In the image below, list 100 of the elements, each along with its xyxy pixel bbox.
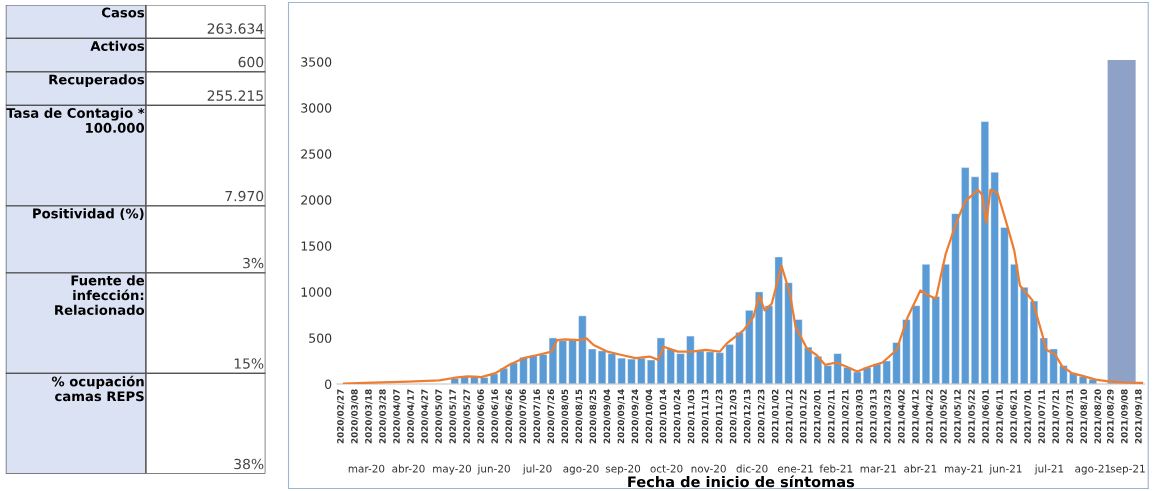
x-tick-label: 2021/07/11 (1038, 389, 1046, 444)
x2-tick-label: jun-21 (989, 464, 1022, 475)
x-tick-label: 2020/09/14 (617, 389, 625, 444)
text: 600 (238, 56, 264, 68)
x2-tick-label: sep-20 (605, 464, 641, 475)
text: 255.215 (207, 90, 263, 101)
category-label: Activos (90, 40, 145, 51)
y-tick-label: 0 (324, 379, 332, 389)
x-tick-label: 2021/03/03 (855, 389, 864, 444)
x2-tick-label: ene-21 (777, 464, 813, 473)
x2-tick-label: feb-21 (819, 464, 853, 473)
x2-tick-label: ago-20 (563, 464, 599, 475)
text: 38% (234, 458, 264, 470)
x-tick-label: 2021/07/21 (1052, 389, 1060, 444)
x-tick-label: 2020/10/24 (673, 389, 681, 444)
x-tick-label: 2021/09/08 (1121, 389, 1129, 444)
x2-tick-label: mar-21 (860, 464, 896, 473)
x-tick-label: 2020/08/25 (589, 389, 597, 444)
x-tick-label: 2021/01/12 (785, 389, 794, 444)
x-tick-label: 2020/06/16 (491, 389, 499, 444)
x-tick-label: 2020/12/13 (743, 389, 752, 444)
x-tick-label: 2020/11/23 (715, 389, 724, 444)
x-tick-label: 2021/06/11 (996, 389, 1004, 444)
x-tick-label: 2021/05/22 (968, 389, 976, 444)
x-tick-label: 2021/07/01 (1024, 389, 1032, 444)
x-tick-label: 2020/03/08 (351, 389, 359, 444)
x-tick-label: 2020/03/18 (365, 389, 373, 444)
x-tick-label: 2020/10/04 (645, 389, 653, 444)
text: 3% (243, 257, 264, 269)
x-tick-label: 2020/02/27 (337, 389, 345, 444)
x-tick-label: 2020/05/27 (463, 389, 471, 444)
x-tick-label: 2020/09/04 (603, 389, 611, 444)
x-tick-label: 2021/03/23 (884, 389, 892, 444)
x-tick-label: 2021/04/22 (926, 389, 934, 444)
x-tick-label: 2021/05/12 (954, 389, 962, 444)
x-tick-label: 2020/06/26 (505, 389, 513, 444)
x2-tick-label: dic-20 (736, 464, 768, 473)
y-tick-label: 3500 (301, 57, 332, 67)
x-tick-label: 2020/07/16 (533, 389, 541, 444)
x-tick-label: 2021/02/01 (813, 389, 822, 444)
x2-tick-label: nov-20 (691, 464, 726, 473)
x-tick-label: 2020/11/03 (687, 389, 696, 444)
x-tick-label: 2020/05/07 (435, 389, 443, 444)
x-tick-label: 2021/08/20 (1094, 389, 1102, 444)
y-tick-label: 2500 (301, 149, 332, 159)
x-axis-title: Fecha de inicio de síntomas (628, 475, 855, 488)
x2-tick-label: jun-20 (477, 464, 510, 475)
x2-tick-label: ago-21 (1075, 464, 1111, 475)
x2-tick-label: sep-21 (1110, 464, 1145, 475)
category-label: Recuperados (49, 74, 145, 88)
x-tick-label: 2020/05/17 (449, 389, 457, 444)
category-label: % ocupación camas REPS (51, 375, 144, 402)
x-tick-label: 2020/06/06 (477, 389, 485, 444)
x-tick-label: 2020/09/24 (631, 389, 639, 444)
x-tick-label: 2021/05/02 (940, 389, 948, 444)
x2-tick-label: mar-20 (348, 464, 385, 473)
x-tick-label: 2021/06/01 (982, 389, 990, 444)
x-tick-label: 2021/08/29 (1107, 389, 1115, 444)
x-tick-label: 2020/12/23 (757, 389, 766, 444)
x2-tick-label: oct-20 (650, 464, 683, 473)
x-tick-label: 2020/10/14 (659, 389, 667, 444)
y-tick-label: 500 (309, 333, 332, 343)
x-tick-label: 2021/06/21 (1010, 389, 1018, 444)
x-tick-label: 2021/03/13 (870, 389, 878, 444)
category-label: Fuente de infección: Relacionado (55, 275, 145, 315)
x-tick-label: 2020/04/17 (407, 389, 415, 444)
x-tick-label: 2020/12/03 (729, 389, 738, 444)
y-tick-label: 1500 (301, 241, 332, 251)
y-tick-label: 2000 (301, 195, 332, 205)
x2-tick-label: jul-20 (522, 464, 552, 475)
x-tick-label: 2021/02/11 (827, 389, 836, 444)
y-tick-label: 1000 (301, 287, 332, 297)
category-label: Casos (101, 7, 145, 18)
x-tick-label: 2020/08/05 (561, 389, 569, 444)
x2-tick-label: abr-20 (392, 464, 425, 473)
x-tick-label: 2021/01/02 (771, 389, 780, 444)
y-tick-label: 3000 (301, 103, 332, 113)
x-tick-label: 2020/07/26 (547, 389, 555, 444)
category-label: Tasa de Contagio * 100.000 (6, 107, 145, 133)
x2-tick-label: may-21 (945, 464, 983, 475)
category-label: Positividad (%) (33, 208, 144, 220)
x-tick-label: 2021/01/22 (799, 389, 808, 444)
x-tick-label: 2021/09/18 (1135, 389, 1143, 444)
x-tick-label: 2021/08/10 (1080, 389, 1088, 444)
x-tick-label: 2020/04/27 (421, 389, 429, 444)
x-tick-label: 2020/07/06 (519, 389, 527, 444)
x-tick-label: 2020/08/15 (575, 389, 583, 444)
x-tick-label: 2021/04/02 (898, 389, 906, 444)
text: 15% (234, 358, 264, 369)
x-tick-label: 2020/11/13 (701, 389, 710, 444)
x-tick-label: 2020/03/28 (379, 389, 387, 444)
x-tick-label: 2020/04/07 (393, 389, 401, 444)
x2-tick-label: abr-21 (904, 464, 937, 473)
text: 7.970 (225, 190, 264, 202)
line-series (342, 188, 1144, 384)
x2-tick-label: may-20 (433, 464, 472, 475)
x2-tick-label: jul-21 (1034, 464, 1064, 475)
x-tick-label: 2021/02/21 (841, 389, 850, 444)
text: 263.634 (207, 23, 264, 34)
x-tick-label: 2021/04/12 (912, 389, 920, 444)
